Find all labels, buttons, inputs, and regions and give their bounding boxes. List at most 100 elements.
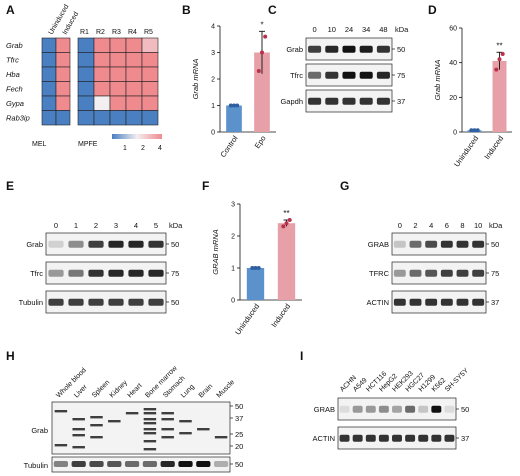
panel-a-label: A <box>6 3 15 17</box>
protein-band <box>161 428 174 431</box>
protein-band <box>342 45 356 53</box>
y-axis-label: Grab mRNA <box>191 59 200 100</box>
y-tick-label: 2 <box>231 234 235 241</box>
protein-band <box>161 418 174 421</box>
protein-band <box>143 412 157 415</box>
gene-label: Hba <box>6 70 20 79</box>
mel-label: MEL <box>32 141 47 148</box>
marker-label: 37 <box>235 414 243 423</box>
protein-band <box>365 434 376 442</box>
lane-label: SH-SY5Y <box>444 367 470 393</box>
protein-band <box>378 434 389 442</box>
protein-band <box>376 45 390 53</box>
protein-band <box>393 269 406 277</box>
heatmap-cell <box>125 110 143 126</box>
kda-label: kDa <box>169 221 183 230</box>
protein-band <box>54 444 68 447</box>
marker-label: 37 <box>491 298 499 307</box>
protein-band <box>48 240 64 248</box>
heatmap-cell <box>109 37 127 53</box>
lane-label: 34 <box>362 25 370 34</box>
heatmap-cell <box>77 110 95 126</box>
protein-band <box>161 436 174 439</box>
data-point <box>500 52 505 56</box>
gene-label: Rab3ip <box>6 114 30 123</box>
protein-band <box>68 298 84 306</box>
lane-label: 0 <box>313 25 317 34</box>
heatmap-cell <box>141 66 159 82</box>
marker-label: 50 <box>491 240 499 249</box>
heatmap-cell <box>77 52 95 68</box>
protein-band <box>472 240 485 248</box>
lane-label: Heart <box>127 382 144 399</box>
lane-label: 0 <box>398 221 402 230</box>
data-point <box>469 128 474 133</box>
marker-label: 25 <box>235 430 243 439</box>
protein-band <box>342 97 356 105</box>
protein-band <box>440 240 453 248</box>
panel-g-label: G <box>340 179 349 193</box>
data-point <box>256 266 261 270</box>
protein-band <box>72 434 85 437</box>
protein-band <box>444 434 455 442</box>
heatmap-cell <box>109 81 127 97</box>
lane-label: 1 <box>74 221 78 230</box>
protein-band <box>325 71 339 79</box>
data-point <box>475 128 480 133</box>
panel-f-label: F <box>202 179 209 193</box>
heatmap-cell <box>125 66 143 82</box>
gene-label: Tfrc <box>6 56 19 65</box>
marker-label: 50 <box>461 405 469 414</box>
protein-band <box>160 461 175 467</box>
protein-band <box>143 448 157 451</box>
marker-label: 75 <box>397 71 405 80</box>
scale-tick-label: 2 <box>141 145 145 152</box>
lane-label: Lung <box>180 383 196 399</box>
protein-band <box>425 240 438 248</box>
data-point <box>232 103 236 108</box>
protein-band <box>352 405 363 413</box>
protein-band <box>143 408 157 411</box>
protein-band <box>352 434 363 442</box>
protein-band <box>197 428 210 431</box>
protein-band <box>108 240 124 248</box>
blot-strip-tubulin <box>51 456 231 473</box>
lane-label: 4 <box>134 221 138 230</box>
blot-row-label: ACTIN <box>367 298 390 307</box>
blot-strip <box>391 290 487 314</box>
protein-band <box>440 269 453 277</box>
data-point <box>263 34 268 39</box>
marker-label: 50 <box>171 298 179 307</box>
data-point <box>260 50 264 55</box>
y-tick-label: 40 <box>449 60 457 67</box>
protein-band <box>456 240 469 248</box>
significance-mark: * <box>260 20 263 29</box>
protein-band <box>148 269 164 277</box>
blot-strip <box>45 261 167 285</box>
blot-strip <box>45 232 167 256</box>
protein-band <box>409 298 422 306</box>
panel-e: E 0 1 2 3 4 5 kDa Grab 50 Tfrc 75 Tubulin 50 <box>6 179 183 314</box>
y-tick-label: 2 <box>211 77 215 84</box>
scale-tick-label: 1 <box>123 145 127 152</box>
protein-band <box>308 45 322 53</box>
protein-band <box>108 420 121 423</box>
data-point <box>281 224 286 229</box>
protein-band <box>425 298 438 306</box>
x-tick-label: Induced <box>482 134 505 161</box>
protein-band <box>325 97 339 105</box>
protein-band <box>392 434 402 442</box>
protein-band <box>431 405 442 413</box>
protein-band <box>431 434 442 442</box>
protein-band <box>108 269 124 277</box>
protein-band <box>359 97 373 105</box>
y-tick-label: 60 <box>449 26 457 33</box>
lane-label: 4 <box>429 221 433 230</box>
protein-band <box>308 71 322 79</box>
protein-band <box>456 298 469 306</box>
blot-row-label: Grab <box>31 426 48 435</box>
protein-band <box>418 434 429 442</box>
lane-label: 48 <box>379 25 387 34</box>
panel-f: F 0 1 2 3 GRAB mRNA Uninduced Induced ** <box>202 179 302 337</box>
